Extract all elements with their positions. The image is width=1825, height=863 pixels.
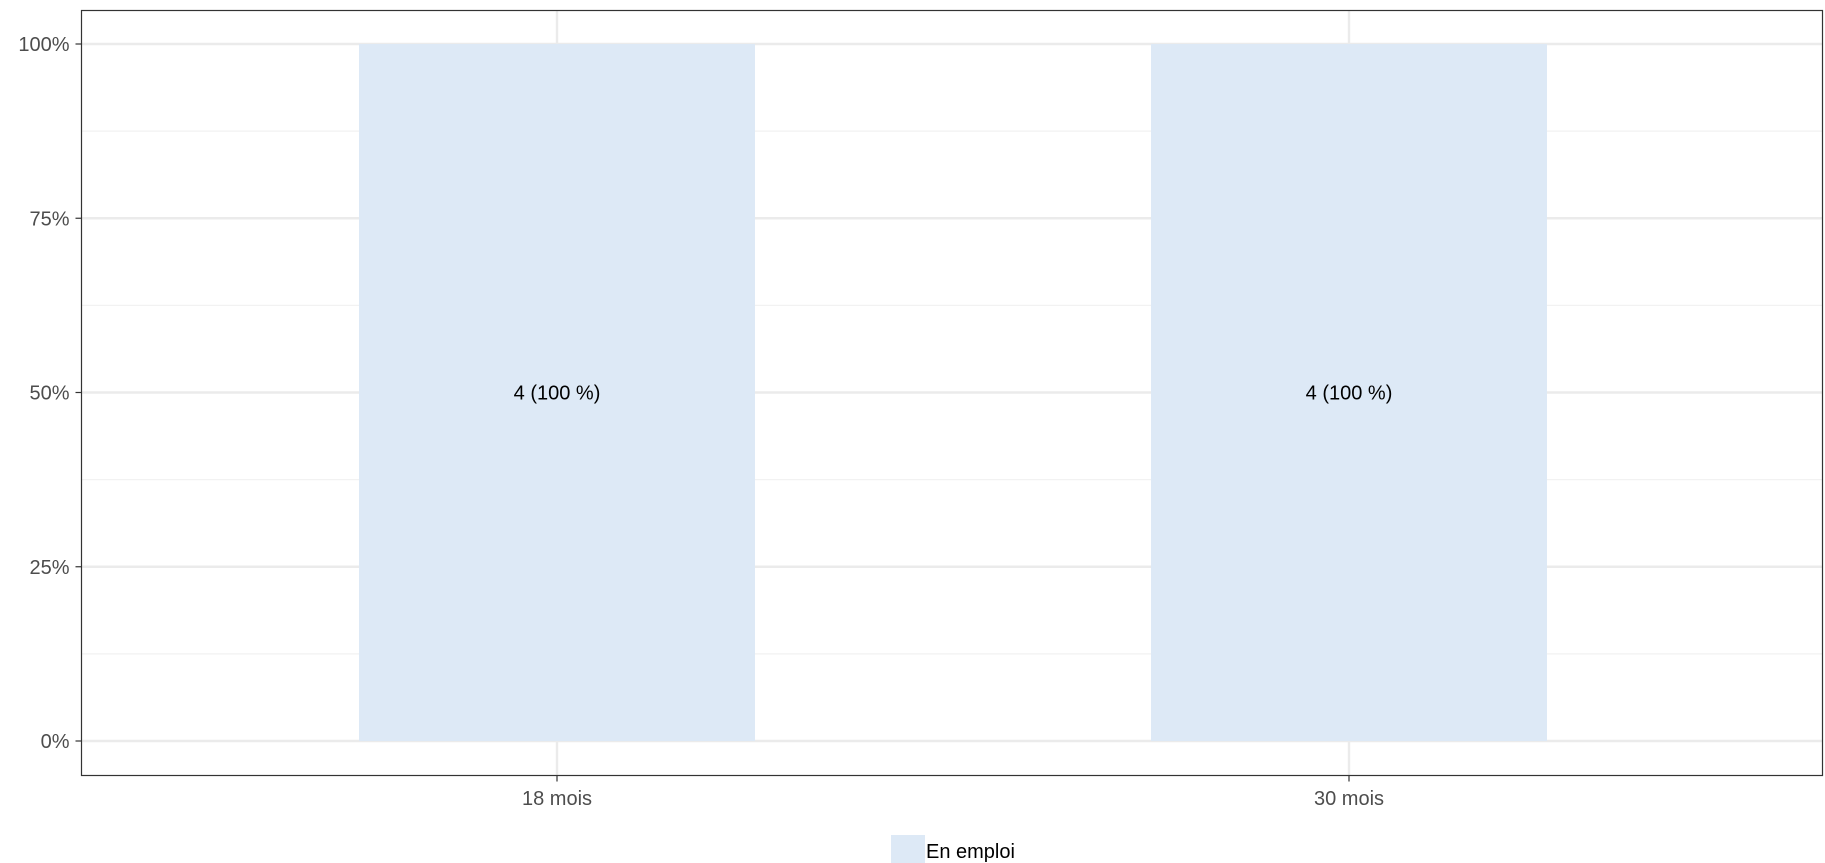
- legend-label: En emploi: [926, 841, 1015, 863]
- y-tick-label: 50%: [29, 383, 69, 405]
- x-axis: 18 mois 30 mois: [522, 775, 1384, 810]
- bar: [359, 44, 755, 741]
- y-tick-label: 0%: [41, 731, 70, 753]
- y-tick-label: 25%: [29, 557, 69, 579]
- x-tick-label: 30 mois: [1314, 788, 1384, 810]
- legend: En emploi: [891, 835, 1015, 863]
- y-axis: 0% 25% 50% 75% 100%: [18, 34, 82, 753]
- bar: [1151, 44, 1547, 741]
- grid-lines: [81, 10, 1823, 776]
- data-labels: 4 (100 %) 4 (100 %): [514, 383, 1393, 405]
- y-tick-label: 75%: [29, 208, 69, 230]
- y-tick-label: 100%: [18, 34, 69, 56]
- bar-data-label: 4 (100 %): [514, 383, 601, 405]
- bars: [359, 44, 1547, 741]
- legend-swatch: [891, 835, 925, 863]
- x-tick-label: 18 mois: [522, 788, 592, 810]
- bar-data-label: 4 (100 %): [1306, 383, 1393, 405]
